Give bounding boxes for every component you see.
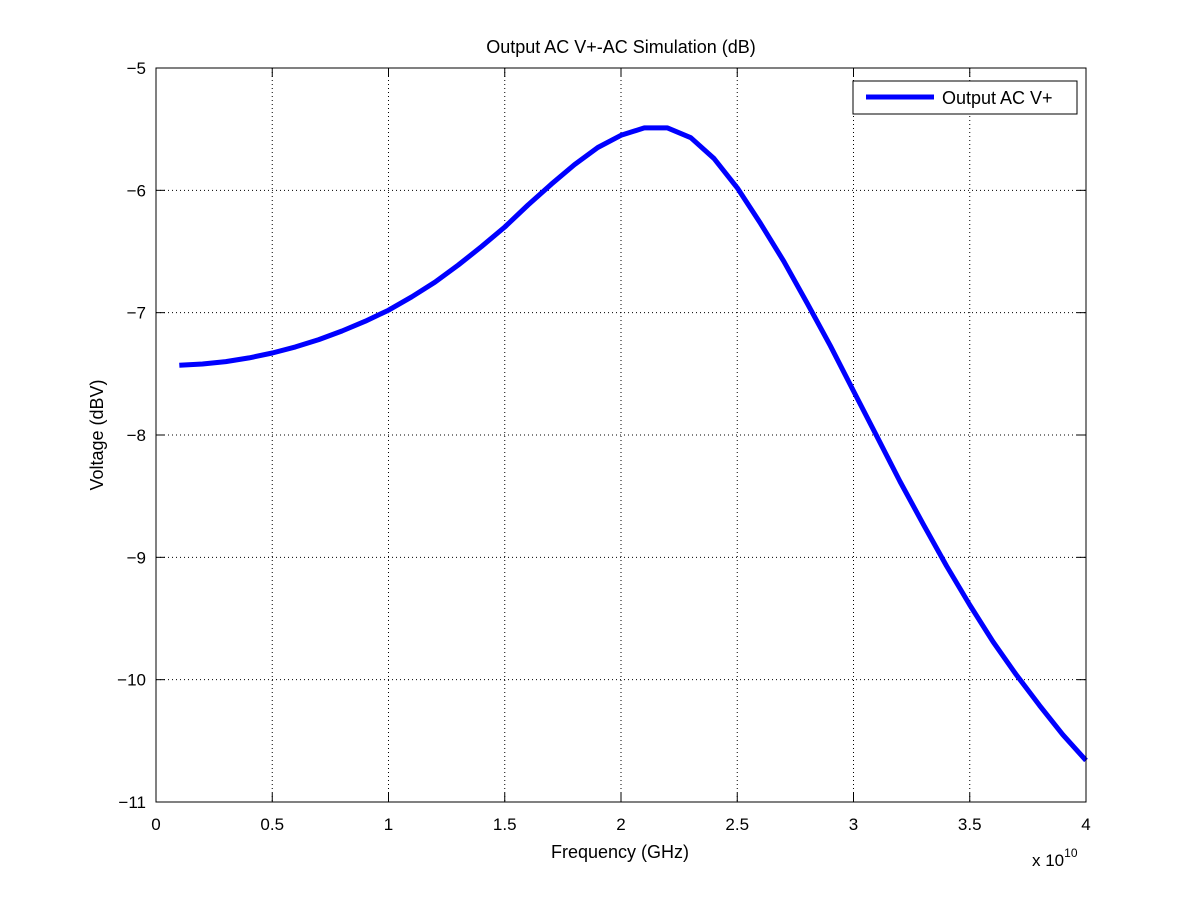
grid-lines <box>156 68 1086 802</box>
x-tick-label: 3.5 <box>958 815 982 834</box>
y-axis-title: Voltage (dBV) <box>87 379 107 490</box>
x-tick-label: 0 <box>151 815 160 834</box>
axis-ticks: 0 0.5 1 1.5 2 2.5 3 3.5 4 −11 −10 −9 −8 −7 −6 −5 <box>117 59 1091 834</box>
y-tick-label: −9 <box>127 548 146 567</box>
y-tick-label: −6 <box>127 181 146 200</box>
series-line-output-ac-v-plus <box>179 125 1088 763</box>
x-tick-label: 1 <box>384 815 393 834</box>
legend-entry-label: Output AC V+ <box>942 88 1053 108</box>
series-layer <box>179 125 1088 763</box>
x-axis-exponent: x 1010 <box>1032 846 1078 870</box>
x-axis-title: Frequency (GHz) <box>551 842 689 862</box>
x-tick-label: 2.5 <box>725 815 749 834</box>
x-tick-label: 1.5 <box>493 815 517 834</box>
y-tick-label: −11 <box>118 793 146 812</box>
y-tick-label: −7 <box>127 304 146 323</box>
x-tick-label: 4 <box>1081 815 1090 834</box>
y-tick-label: −10 <box>117 671 146 690</box>
x-tick-label: 2 <box>616 815 625 834</box>
y-tick-label: −5 <box>127 59 146 78</box>
x-tick-label: 3 <box>849 815 858 834</box>
x-axis-exponent-base: x 10 <box>1032 851 1064 870</box>
y-tick-label: −8 <box>127 426 146 445</box>
x-axis-exponent-power: 10 <box>1064 846 1078 860</box>
chart-title: Output AC V+-AC Simulation (dB) <box>486 37 756 57</box>
x-tick-label: 0.5 <box>260 815 284 834</box>
legend: Output AC V+ <box>852 80 1078 115</box>
